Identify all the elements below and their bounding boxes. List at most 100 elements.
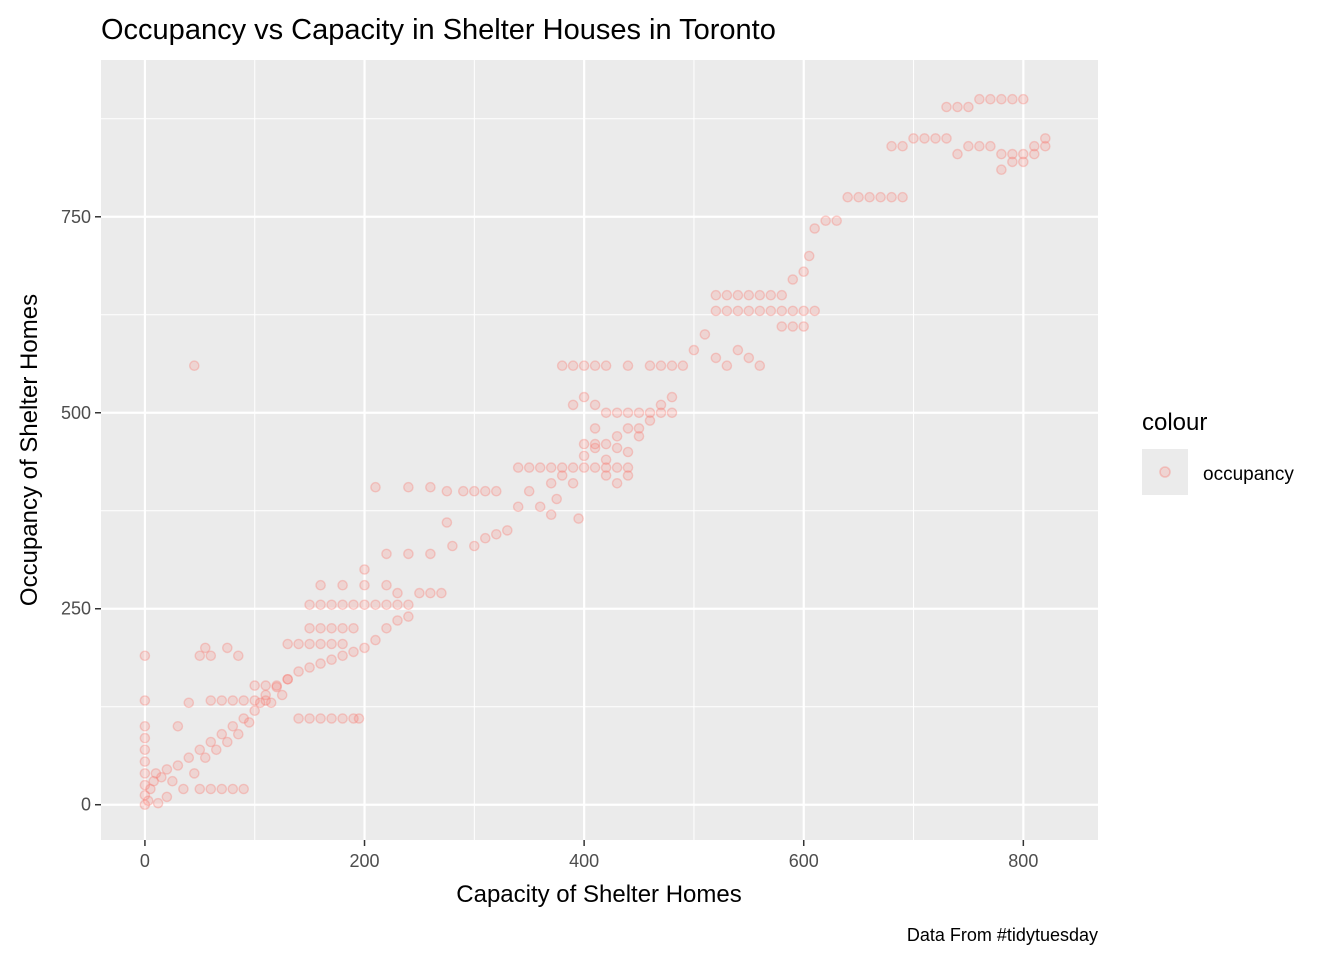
data-point	[578, 391, 590, 403]
data-point	[156, 772, 167, 783]
data-point	[600, 360, 612, 372]
data-point	[238, 713, 249, 724]
data-point	[523, 485, 535, 497]
data-point	[403, 599, 414, 611]
data-point	[820, 215, 832, 226]
data-point	[688, 344, 700, 356]
x-axis-title: Capacity of Shelter Homes	[456, 881, 741, 908]
data-point	[578, 462, 590, 473]
data-point	[589, 423, 601, 434]
legend-title: colour	[1142, 409, 1207, 436]
data-point	[567, 477, 579, 489]
data-point	[199, 642, 211, 654]
y-tick-label: 0	[81, 795, 91, 815]
data-point	[139, 744, 151, 756]
data-point	[183, 697, 195, 709]
y-axis: 0 250 500 750	[61, 207, 101, 815]
data-point	[152, 797, 164, 809]
data-point	[1007, 156, 1018, 168]
data-point	[996, 148, 1007, 160]
data-point	[359, 642, 370, 654]
data-point	[381, 599, 392, 611]
data-point	[265, 697, 277, 709]
data-point	[622, 446, 634, 458]
data-point	[622, 423, 634, 434]
x-tick-label: 600	[789, 851, 819, 871]
data-point	[337, 713, 348, 724]
data-point	[578, 438, 590, 450]
data-point	[985, 93, 996, 105]
data-point	[243, 717, 255, 728]
data-point	[985, 140, 996, 152]
data-point	[490, 485, 502, 497]
data-point	[963, 101, 974, 113]
data-point	[1007, 148, 1018, 160]
data-point	[1029, 140, 1040, 152]
data-point	[611, 430, 623, 442]
data-point	[304, 662, 315, 673]
data-point	[359, 579, 370, 591]
data-point	[304, 599, 315, 611]
x-tick-label: 400	[569, 851, 599, 871]
data-point	[578, 360, 590, 372]
legend-key	[1142, 449, 1188, 495]
data-point	[567, 462, 579, 473]
data-point	[205, 695, 217, 706]
data-point	[644, 415, 656, 426]
data-point	[1018, 156, 1029, 168]
data-point	[699, 329, 711, 340]
data-point	[545, 509, 557, 521]
data-point	[886, 191, 897, 203]
grid-minor	[101, 60, 1098, 840]
data-point	[178, 783, 189, 795]
data-point	[271, 680, 283, 691]
data-point	[908, 133, 919, 144]
data-point	[798, 321, 810, 332]
data-point	[776, 305, 788, 317]
data-point	[249, 695, 260, 706]
data-point	[721, 305, 733, 317]
data-point	[573, 513, 584, 524]
data-point	[600, 407, 612, 419]
data-point	[293, 638, 304, 650]
data-point	[803, 250, 815, 262]
data-point	[249, 705, 260, 717]
data-point	[337, 650, 348, 662]
data-point	[776, 289, 788, 301]
data-point	[941, 133, 952, 144]
data-point	[293, 666, 304, 677]
data-point	[1040, 133, 1051, 144]
data-point	[145, 783, 156, 795]
data-point	[611, 462, 623, 473]
data-point	[545, 477, 557, 489]
data-point	[600, 438, 612, 450]
data-point	[974, 93, 985, 105]
data-point	[864, 191, 875, 203]
data-point	[425, 587, 436, 599]
legend: colour occupancy	[1142, 409, 1294, 495]
data-point	[589, 399, 601, 411]
data-point	[199, 752, 211, 764]
data-point	[359, 599, 370, 611]
data-point	[490, 529, 502, 540]
data-point	[765, 305, 777, 317]
data-point	[315, 713, 326, 724]
data-point	[370, 634, 381, 646]
data-point	[216, 783, 228, 795]
data-point	[139, 768, 151, 779]
data-point	[798, 305, 810, 317]
data-point	[479, 532, 491, 544]
data-point	[276, 689, 288, 701]
data-point	[798, 266, 810, 278]
data-point	[221, 736, 233, 748]
x-tick-label: 800	[1008, 851, 1038, 871]
data-point	[457, 485, 469, 497]
data-point	[227, 783, 239, 795]
data-point	[337, 599, 348, 611]
data-point	[1007, 93, 1018, 105]
data-point	[897, 191, 908, 203]
data-point	[853, 191, 864, 203]
data-point	[304, 713, 315, 724]
data-point	[611, 442, 623, 454]
